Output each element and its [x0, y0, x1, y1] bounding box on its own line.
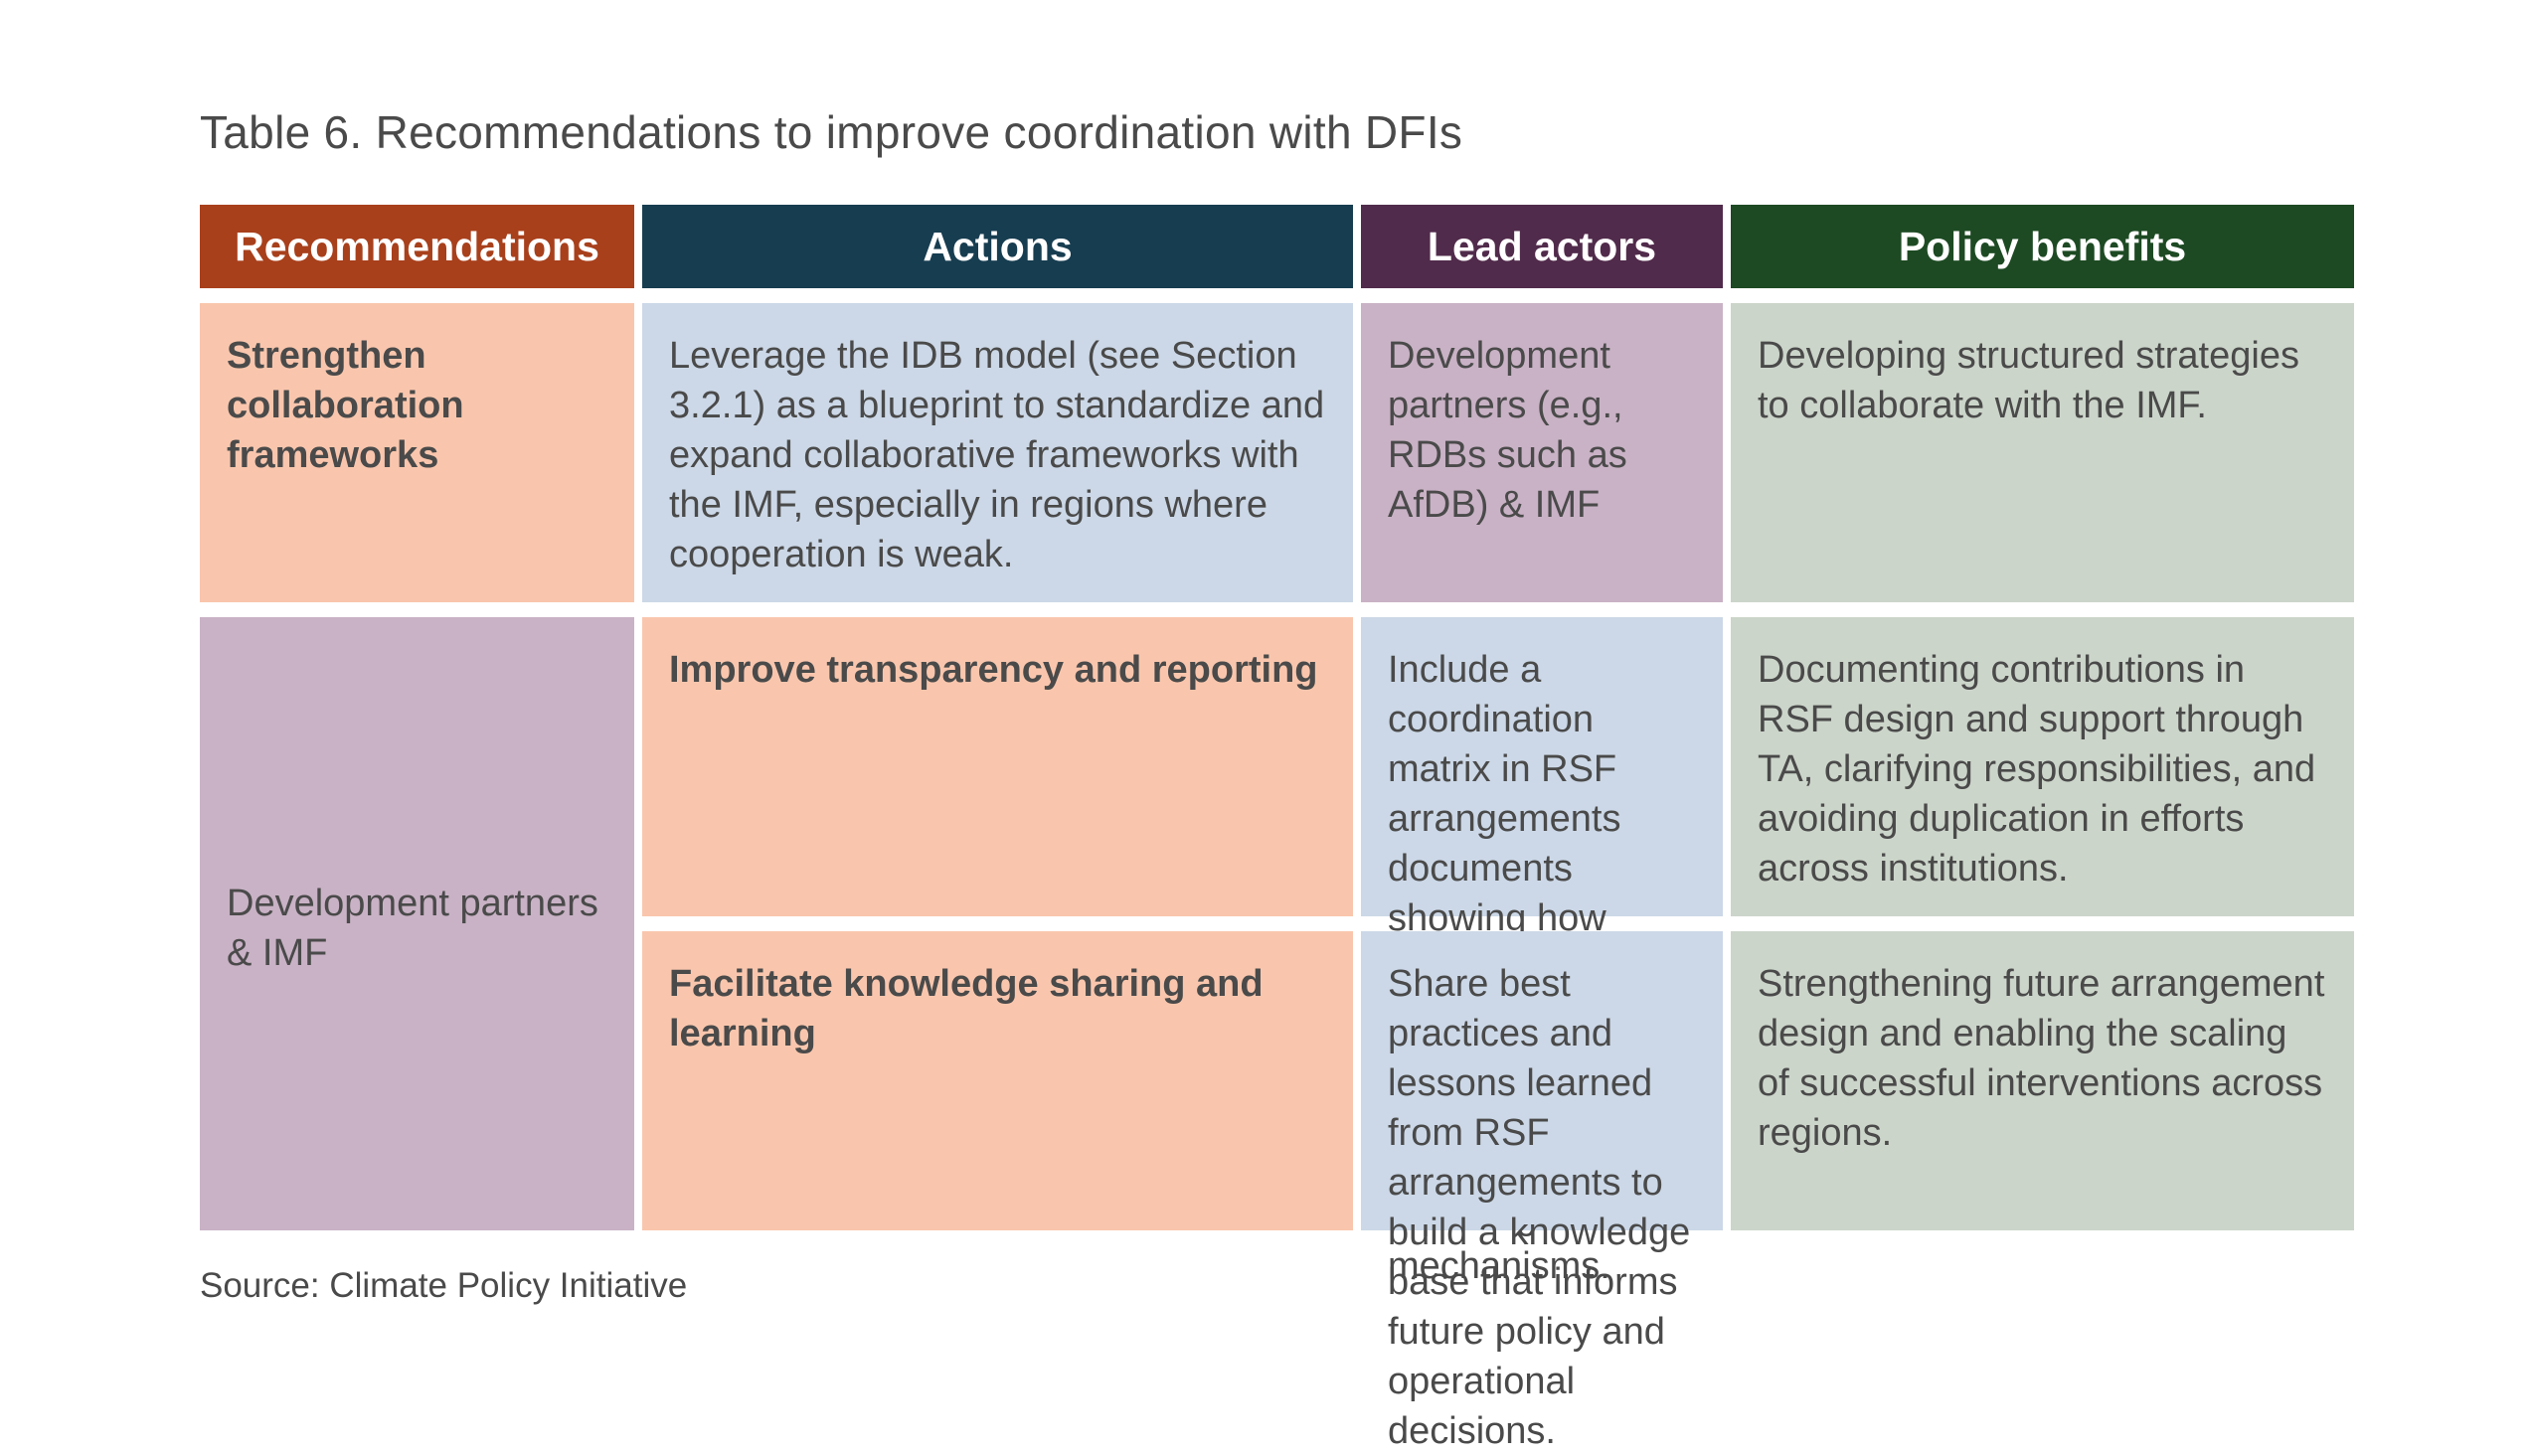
action-cell: Share best practices and lessons learned… — [1361, 931, 1723, 1452]
policy-benefit-cell: Documenting contributions in RSF design … — [1731, 617, 2354, 916]
policy-benefit-cell: Developing structured strategies to coll… — [1731, 303, 2354, 602]
action-cell: Include a coordination matrix in RSF arr… — [1361, 617, 1723, 1287]
policy-benefit-cell: Strengthening future arrangement design … — [1731, 931, 2354, 1230]
recommendation-cell: Strengthen collaboration frameworks — [200, 303, 634, 602]
recommendations-table: Recommendations Actions Lead actors Poli… — [200, 205, 2354, 1452]
action-cell: Leverage the IDB model (see Section 3.2.… — [642, 303, 1353, 602]
recommendation-cell: Improve transparency and reporting — [642, 617, 1353, 916]
header-actions: Actions — [642, 205, 1353, 288]
header-recommendations: Recommendations — [200, 205, 634, 288]
recommendation-cell: Facilitate knowledge sharing and learnin… — [642, 931, 1353, 1230]
lead-actors-merged-cell: Development partners & IMF — [200, 617, 634, 1230]
lead-actors-cell: Development partners (e.g., RDBs such as… — [1361, 303, 1723, 602]
source-note: Source: Climate Policy Initiative — [200, 1266, 688, 1305]
header-lead-actors: Lead actors — [1361, 205, 1723, 288]
lead-actors-merged-text: Development partners & IMF — [227, 882, 598, 974]
header-policy-benefits: Policy benefits — [1731, 205, 2354, 288]
table-title: Table 6. Recommendations to improve coor… — [200, 106, 1463, 158]
